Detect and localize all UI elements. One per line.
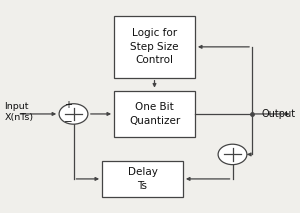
Bar (114, 16, 195, 78)
Text: One Bit
Quantizer: One Bit Quantizer (129, 102, 180, 126)
Text: Input
X(nTs): Input X(nTs) (4, 102, 34, 122)
Text: +: + (64, 101, 72, 110)
Circle shape (59, 104, 88, 124)
Text: Delay
Ts: Delay Ts (128, 167, 158, 191)
Text: Output: Output (261, 109, 295, 119)
Bar (114, 91, 195, 137)
Circle shape (218, 144, 247, 165)
Text: −: − (64, 117, 73, 127)
Bar (102, 161, 183, 197)
Text: Logic for
Step Size
Control: Logic for Step Size Control (130, 28, 179, 65)
